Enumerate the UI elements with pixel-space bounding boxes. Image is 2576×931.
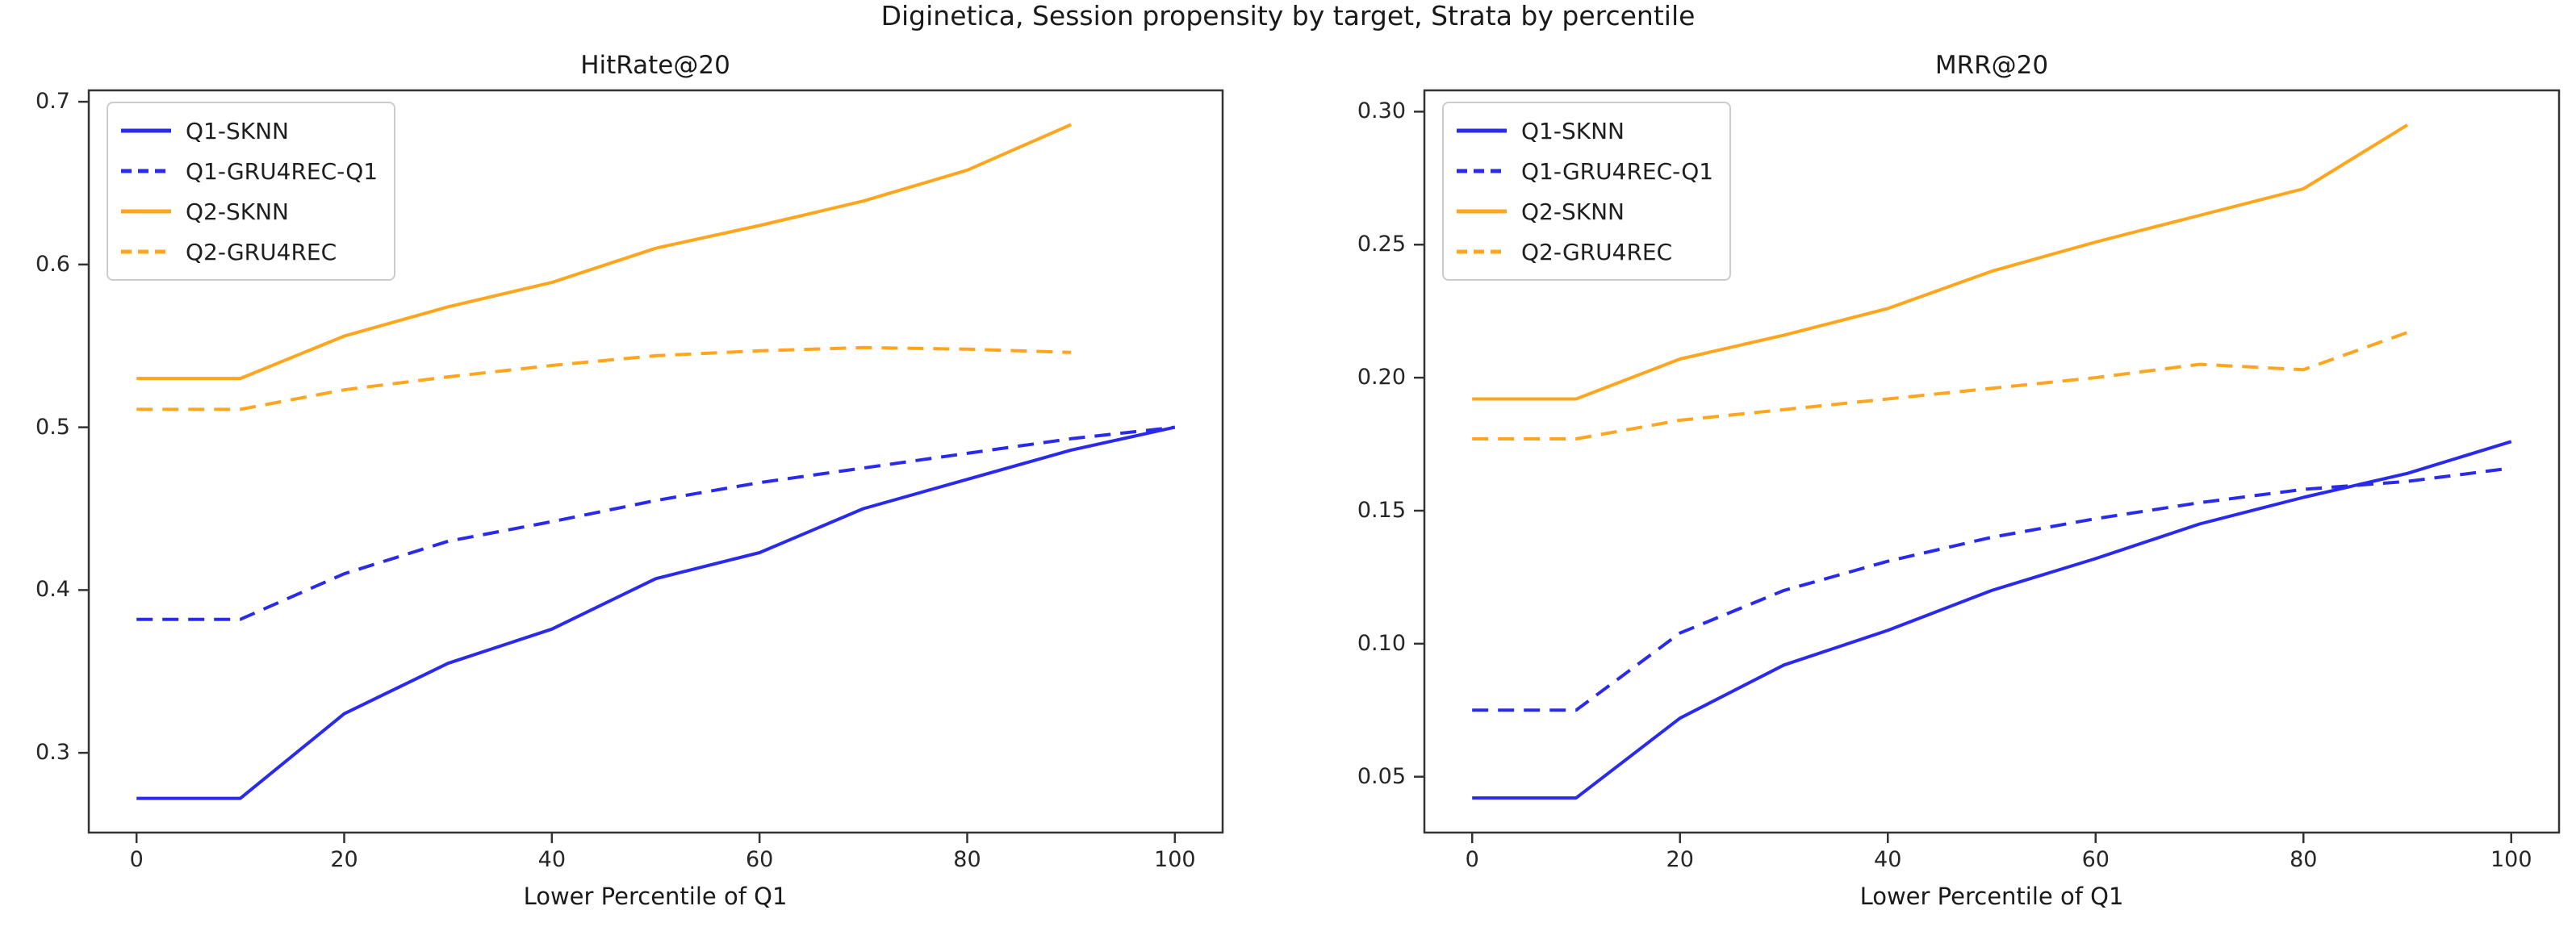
legend-label: Q2-SKNN (186, 198, 289, 225)
x-tick-label: 40 (537, 847, 567, 872)
x-tick-label: 100 (1154, 847, 1196, 872)
x-tick-label: 60 (2081, 847, 2110, 872)
y-tick-label: 0.10 (1357, 630, 1406, 656)
legend-item: Q2-GRU4REC (121, 234, 378, 269)
y-tick-label: 0.7 (36, 89, 70, 115)
x-tick-label: 20 (330, 847, 358, 872)
x-axis-label-right: Lower Percentile of Q1 (1859, 883, 2124, 910)
subplot-title-hitrate: HitRate@20 (580, 51, 730, 80)
legend-item: Q2-SKNN (121, 194, 378, 229)
series-line-q2-gru4rec (136, 345, 1072, 411)
series-line-q2-sknn (1472, 123, 2409, 401)
legend-item: Q1-SKNN (1457, 113, 1713, 148)
legend-line-swatch (1457, 249, 1507, 254)
legend-label: Q1-SKNN (186, 117, 289, 144)
x-tick-label: 100 (2490, 847, 2532, 872)
series-line-q2-sknn (136, 123, 1073, 381)
y-tick-label: 0.25 (1357, 232, 1406, 257)
legend-label: Q2-GRU4REC (1521, 238, 1673, 265)
x-tick-label: 40 (1874, 847, 1902, 872)
legend-label: Q1-GRU4REC-Q1 (1521, 157, 1714, 185)
axes-spines (1423, 89, 2561, 834)
legend-label: Q2-SKNN (1521, 198, 1625, 225)
series-line-q1-sknn (136, 425, 1176, 800)
subplot-title-mrr: MRR@20 (1934, 51, 2049, 80)
legend-line-swatch (121, 128, 171, 133)
series-line-q1-gru4rec-q1 (1472, 466, 2512, 712)
y-tick-label: 0.5 (36, 414, 70, 440)
x-tick-label: 80 (953, 847, 981, 872)
legend-item: Q1-GRU4REC-Q1 (1457, 153, 1713, 189)
legend-label: Q1-GRU4REC-Q1 (186, 157, 378, 185)
y-tick-label: 0.20 (1357, 365, 1406, 390)
legend-line-swatch (121, 249, 171, 254)
series-line-q1-sknn (1472, 440, 2512, 800)
legend-line-swatch (1457, 209, 1507, 214)
figure-title: Diginetica, Session propensity by target… (880, 0, 1696, 31)
x-tick-label: 60 (745, 847, 774, 872)
legend-line-swatch (121, 169, 171, 173)
axes-spines (87, 89, 1224, 834)
legend-item: Q2-GRU4REC (1457, 234, 1713, 269)
legend-line-swatch (1457, 128, 1507, 133)
legend-item: Q2-SKNN (1457, 194, 1713, 229)
legend-label: Q2-GRU4REC (186, 238, 337, 265)
y-tick-label: 0.15 (1357, 498, 1406, 523)
y-tick-label: 0.6 (36, 251, 70, 277)
series-line-q1-gru4rec-q1 (136, 425, 1176, 621)
x-tick-label: 80 (2290, 847, 2318, 872)
series-line-q2-gru4rec (1472, 331, 2408, 440)
legend-line-swatch (121, 209, 171, 214)
x-tick-label: 0 (1465, 847, 1479, 872)
x-tick-label: 20 (1666, 847, 1694, 872)
legend-label: Q1-SKNN (1521, 117, 1625, 144)
legend-line-swatch (1457, 169, 1507, 173)
y-tick-label: 0.4 (36, 577, 70, 603)
x-axis-label-left: Lower Percentile of Q1 (523, 883, 788, 910)
y-tick-label: 0.05 (1357, 763, 1406, 789)
legend-box: Q1-SKNN Q1-GRU4REC-Q1 Q2-SKNN Q2-GRU4REC (1442, 102, 1732, 281)
legend-box: Q1-SKNN Q1-GRU4REC-Q1 Q2-SKNN Q2-GRU4REC (107, 102, 396, 281)
legend-item: Q1-SKNN (121, 113, 378, 148)
y-tick-label: 0.30 (1357, 98, 1406, 124)
legend-item: Q1-GRU4REC-Q1 (121, 153, 378, 189)
x-tick-label: 0 (129, 847, 144, 872)
y-tick-label: 0.3 (36, 740, 70, 766)
